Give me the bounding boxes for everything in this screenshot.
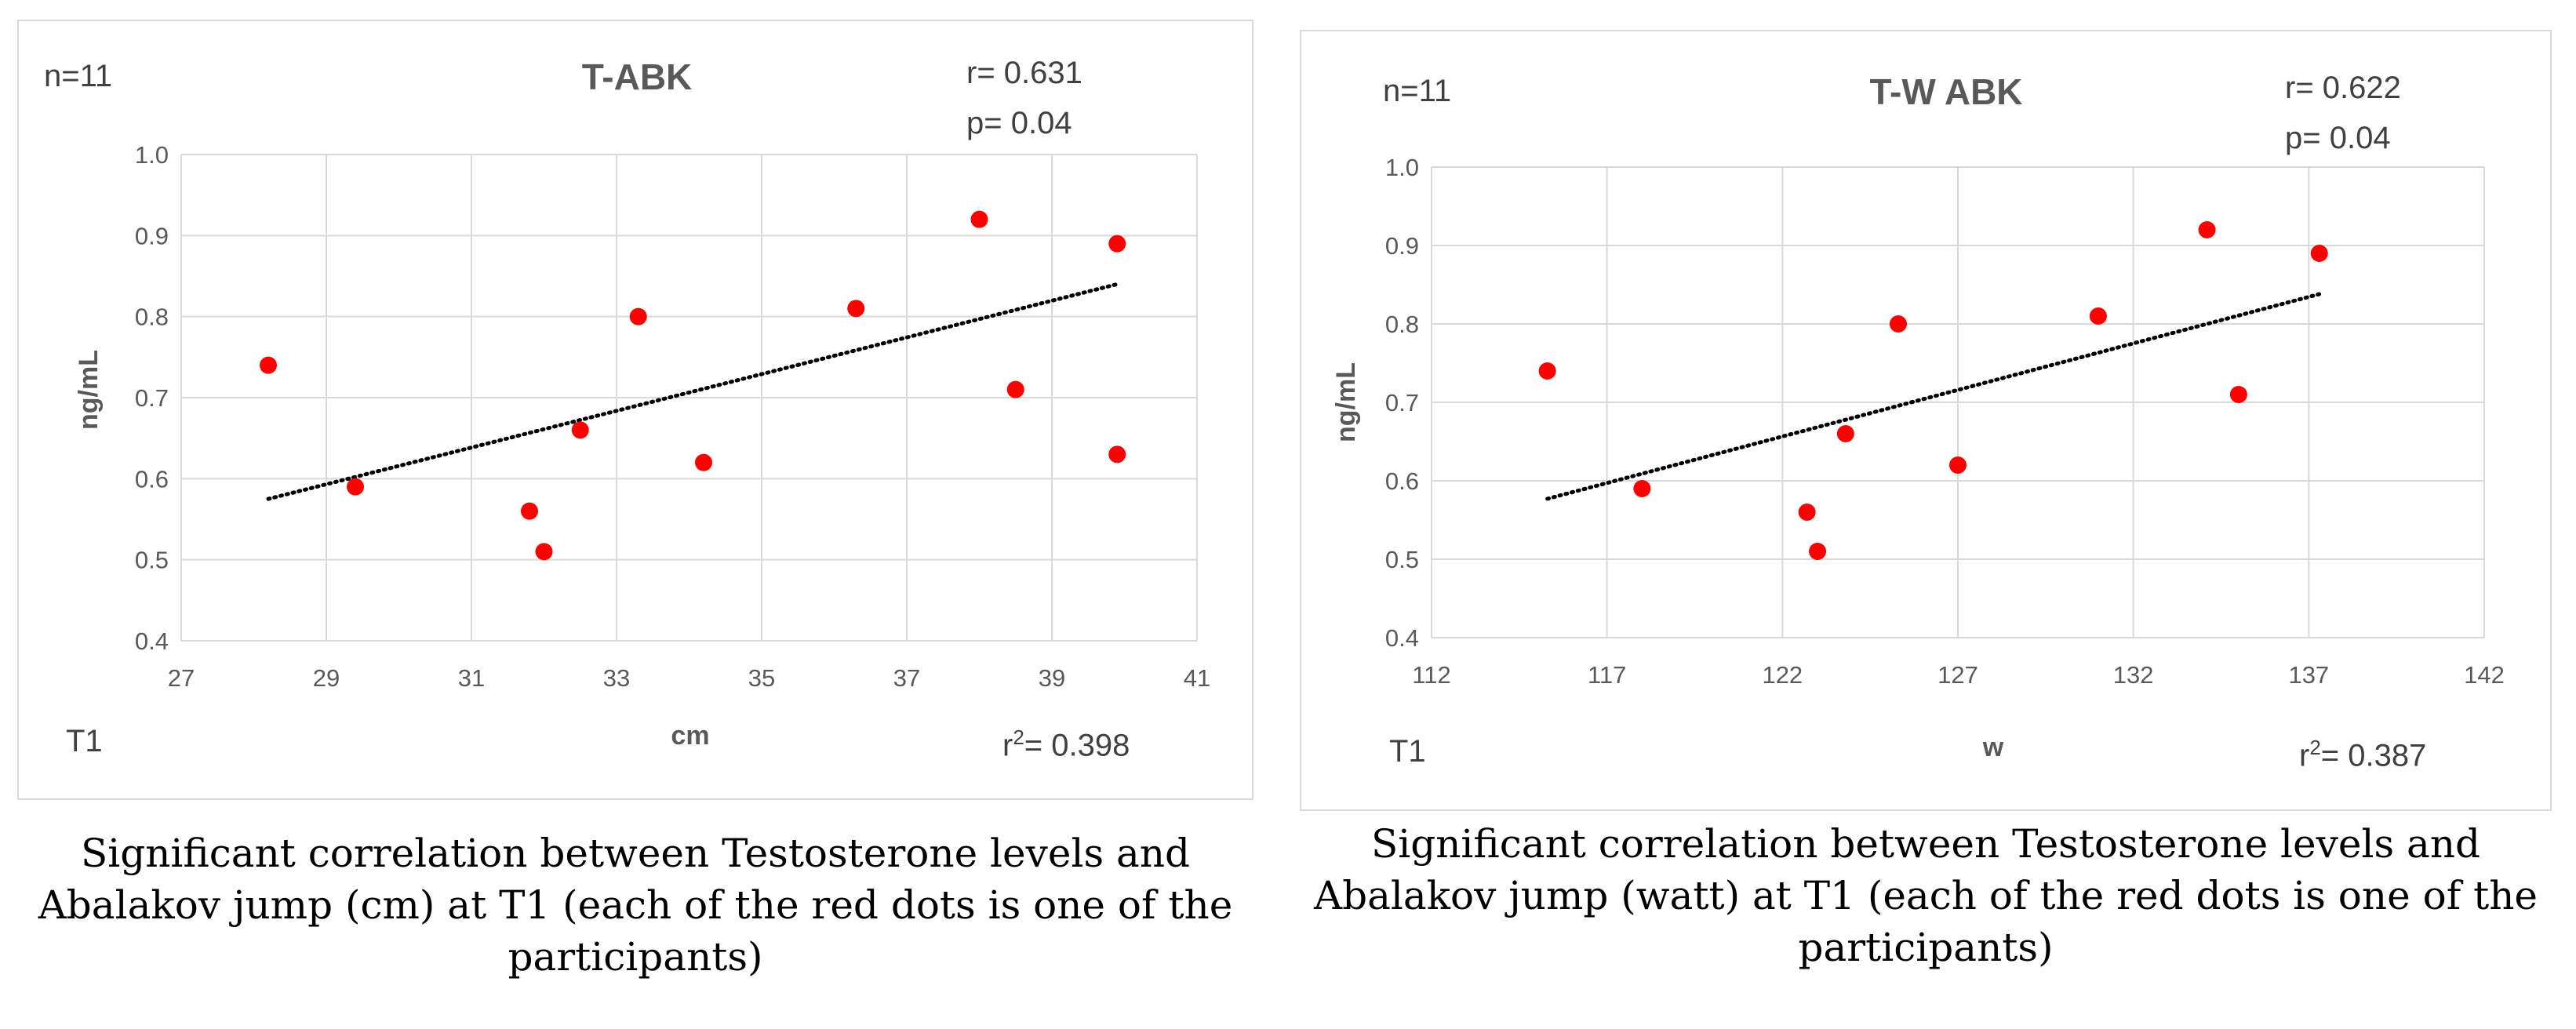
stats-box: r= 0.622 p= 0.04 — [2285, 63, 2401, 163]
y-tick-label: 0.6 — [135, 465, 169, 493]
data-point — [695, 453, 712, 471]
figure-caption-1: Significant correlation between Testoste… — [38, 831, 1233, 980]
y-tick-label: 0.9 — [1385, 232, 1419, 260]
chart-frame-2: 0.4 0.5 0.6 0.7 0.8 0.9 1.0 112 117 122 127 132 137 1… — [1300, 30, 2552, 811]
data-point — [629, 307, 647, 325]
y-axis-label: ng/mL — [74, 350, 104, 430]
y-tick-label: 1.0 — [135, 141, 169, 169]
y-tick-label: 0.7 — [135, 384, 169, 412]
data-point — [1836, 425, 1854, 442]
p-value: p= 0.04 — [2285, 121, 2391, 155]
x-tick-label: 112 — [1412, 661, 1450, 689]
y-tick-label: 0.8 — [135, 304, 169, 331]
data-point — [1949, 456, 1967, 474]
y-tick-label: 1.0 — [1385, 154, 1419, 181]
data-point — [1108, 235, 1126, 253]
data-point — [347, 478, 364, 496]
trendline — [1545, 292, 2322, 501]
x-tick-label: 117 — [1588, 661, 1626, 689]
timepoint-label: T1 — [1389, 734, 1426, 769]
trendline — [266, 282, 1119, 501]
timepoint-label: T1 — [66, 724, 103, 758]
data-point — [2229, 386, 2247, 403]
r-squared-value: r2= 0.398 — [1002, 725, 1130, 763]
p-value: p= 0.04 — [966, 106, 1072, 140]
data-point — [970, 210, 988, 228]
y-tick-label: 0.6 — [1385, 467, 1419, 495]
x-tick-label: 37 — [893, 664, 920, 692]
data-point — [1006, 380, 1024, 398]
data-point — [1889, 315, 1907, 333]
data-point — [1538, 362, 1556, 380]
y-tick-label: 0.7 — [1385, 389, 1419, 416]
r-squared-value: r2= 0.387 — [2299, 736, 2427, 773]
data-point — [2198, 221, 2216, 238]
chart-frame-1: 0.4 0.5 0.6 0.7 0.8 0.9 1.0 27 29 31 33 35 37 39 41 ng/… — [17, 20, 1253, 800]
y-tick-label: 0.4 — [135, 627, 169, 655]
x-axis-label: w — [1982, 733, 2004, 762]
x-tick-label: 142 — [2464, 661, 2505, 689]
x-tick-label: 39 — [1039, 664, 1065, 692]
data-point — [2310, 245, 2328, 262]
r-value: r= 0.631 — [966, 56, 1082, 90]
data-point — [571, 421, 589, 439]
x-tick-label: 31 — [458, 664, 485, 692]
x-tick-label: 33 — [603, 664, 630, 692]
data-point — [521, 502, 538, 520]
scatter-plot-1: 0.4 0.5 0.6 0.7 0.8 0.9 1.0 27 29 31 33 35 37 39 41 ng/… — [74, 141, 1210, 692]
data-point — [1809, 543, 1827, 560]
stats-box: r= 0.631 p= 0.04 — [966, 48, 1082, 148]
data-point — [1108, 445, 1126, 464]
x-tick-label: 122 — [1762, 661, 1803, 689]
y-tick-label: 0.9 — [135, 222, 169, 249]
data-point — [1633, 480, 1651, 497]
x-tick-label: 127 — [1937, 661, 1978, 689]
data-point — [1798, 504, 1816, 521]
y-axis-label: ng/mL — [1331, 362, 1361, 442]
y-tick-label: 0.5 — [1385, 546, 1419, 573]
y-tick-label: 0.4 — [1385, 624, 1419, 652]
x-tick-label: 35 — [748, 664, 775, 692]
data-point — [535, 543, 553, 561]
x-tick-label: 137 — [2288, 661, 2329, 689]
sample-size-label: n=11 — [1383, 74, 1452, 108]
y-tick-label: 0.5 — [135, 547, 169, 574]
x-axis-label: cm — [671, 721, 710, 751]
chart-title: T-ABK — [581, 56, 693, 97]
figure-caption-2: Significant correlation between Testoste… — [1314, 821, 2538, 970]
data-point — [260, 356, 277, 374]
data-point — [2089, 307, 2107, 325]
sample-size-label: n=11 — [44, 59, 113, 93]
r-value: r= 0.622 — [2285, 71, 2401, 105]
x-tick-label: 41 — [1184, 664, 1210, 692]
chart-title: T-W ABK — [1869, 71, 2023, 112]
x-tick-label: 132 — [2113, 661, 2154, 689]
scatter-plot-2: 0.4 0.5 0.6 0.7 0.8 0.9 1.0 112 117 122 127 132 137 1… — [1331, 154, 2505, 689]
y-tick-label: 0.8 — [1385, 311, 1419, 338]
data-point — [847, 300, 865, 318]
x-tick-label: 27 — [168, 664, 195, 692]
x-tick-label: 29 — [313, 664, 340, 692]
